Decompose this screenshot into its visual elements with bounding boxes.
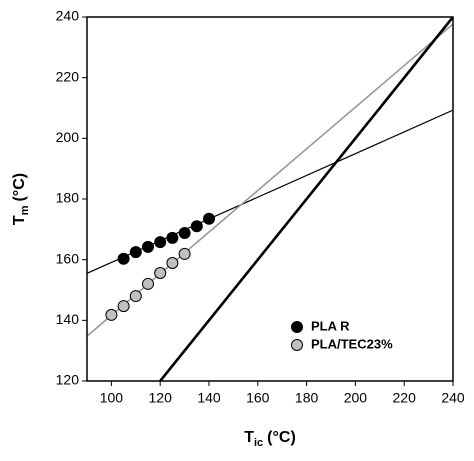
legend-label: PLA R bbox=[311, 318, 350, 333]
point bbox=[166, 257, 179, 270]
x-tick-label: 240 bbox=[441, 390, 465, 406]
x-axis-label: Tic (°C) bbox=[244, 429, 296, 449]
legend-marker bbox=[291, 339, 303, 351]
point bbox=[203, 212, 215, 225]
y-tick-label: 200 bbox=[56, 129, 80, 145]
y-tick-label: 240 bbox=[56, 8, 80, 24]
y-tick-label: 220 bbox=[56, 68, 80, 84]
point bbox=[129, 246, 142, 259]
legend-label: PLA/TEC23% bbox=[311, 336, 393, 351]
x-tick-label: 180 bbox=[295, 390, 319, 406]
point bbox=[117, 300, 130, 313]
point bbox=[154, 267, 167, 280]
x-tick-label: 200 bbox=[344, 390, 368, 406]
point bbox=[142, 277, 154, 290]
point bbox=[178, 247, 191, 260]
x-tick-label: 120 bbox=[149, 390, 173, 406]
fit-line bbox=[159, 17, 453, 381]
y-tick-label: 120 bbox=[56, 372, 80, 388]
point bbox=[105, 308, 118, 321]
point bbox=[166, 231, 179, 244]
point bbox=[117, 252, 130, 265]
plot-frame bbox=[86, 16, 454, 382]
fit-line bbox=[87, 109, 453, 274]
y-axis-label: Tm(°C) bbox=[11, 173, 31, 225]
fit-line bbox=[87, 23, 453, 337]
y-tick-label: 140 bbox=[56, 311, 80, 327]
point bbox=[129, 290, 142, 303]
point bbox=[154, 236, 167, 249]
x-tick-label: 100 bbox=[100, 390, 124, 406]
y-tick-label: 160 bbox=[56, 250, 80, 266]
point bbox=[142, 240, 154, 253]
y-tick-label: 180 bbox=[56, 190, 80, 206]
point bbox=[190, 220, 203, 233]
x-tick-label: 140 bbox=[197, 390, 221, 406]
point bbox=[178, 226, 191, 239]
x-tick-label: 220 bbox=[393, 390, 417, 406]
legend-marker bbox=[291, 321, 303, 333]
x-tick-label: 160 bbox=[246, 390, 270, 406]
